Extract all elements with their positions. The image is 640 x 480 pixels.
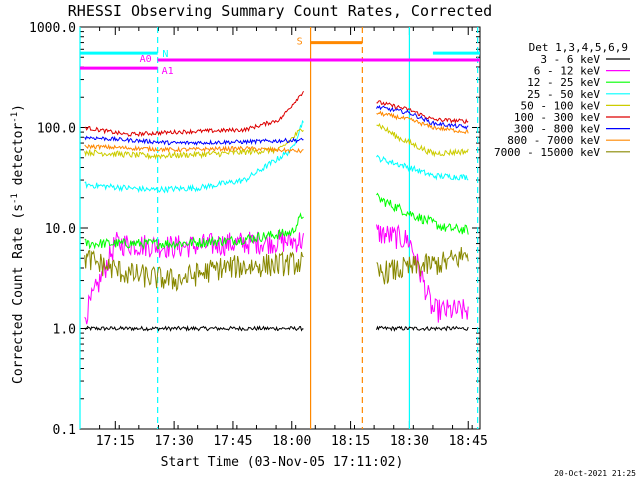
legend-label: 25 - 50 keV: [527, 88, 600, 101]
legend-label: 800 - 7000 keV: [507, 134, 600, 147]
y-axis-label-exp2: -1: [10, 112, 20, 123]
series-line-1-1: [376, 224, 469, 323]
series-7: [84, 110, 469, 154]
footer-timestamp: 20-Oct-2021 21:25: [554, 469, 636, 478]
y-axis-label-mid: detector: [11, 123, 26, 194]
y-tick-label: 100.0: [37, 122, 76, 137]
series-8: [84, 247, 469, 292]
x-tick-label: 17:30: [155, 434, 194, 449]
y-tick-label: 1000.0: [29, 21, 76, 36]
series-line-2-0: [84, 212, 304, 251]
series-line-8-0: [84, 249, 304, 292]
series-3: [84, 119, 469, 194]
series-line-3-0: [84, 119, 304, 194]
series-1: [84, 224, 469, 325]
series-line-6-1: [376, 104, 469, 130]
series-line-4-1: [376, 122, 469, 158]
state-label-s: S: [297, 37, 303, 48]
x-tick-label: 17:45: [213, 434, 252, 449]
x-tick-label: 17:15: [96, 434, 135, 449]
plot-frame: [79, 26, 481, 430]
series-line-5-0: [84, 90, 304, 138]
series-line-6-0: [84, 135, 304, 146]
series-2: [84, 192, 469, 251]
series-0: [84, 325, 469, 332]
series-line-0-0: [84, 325, 304, 332]
series-line-5-1: [376, 100, 469, 124]
x-tick-label: 18:00: [272, 434, 311, 449]
x-tick-labels: 17:15 17:30 17:45 18:00 18:15 18:30 18:45: [96, 434, 488, 449]
x-tick-label: 18:45: [449, 434, 488, 449]
x-tick-label: 18:30: [390, 434, 429, 449]
y-axis-label-end: ): [11, 104, 26, 112]
plot-area: N S A0 A1: [79, 26, 481, 430]
y-tick-labels: 0.1 1.0 10.0 100.0 1000.0: [29, 21, 76, 438]
y-tick-label: 0.1: [53, 423, 76, 438]
series-line-4-0: [84, 128, 304, 160]
series-6: [84, 104, 469, 146]
series-line-3-1: [376, 154, 469, 181]
legend-label: 7000 - 15000 keV: [494, 146, 600, 159]
y-axis-label-main: Corrected Count Rate (s: [11, 204, 26, 384]
x-tick-label: 18:15: [331, 434, 370, 449]
state-label-a0: A0: [140, 54, 152, 65]
series-line-2-1: [376, 192, 469, 235]
legend-label: 3 - 6 keV: [540, 53, 600, 66]
y-axis-label: Corrected Count Rate (s-1 detector-1): [10, 104, 26, 384]
x-axis-label: Start Time (03-Nov-05 17:11:02): [161, 455, 404, 470]
chart-title: RHESSI Observing Summary Count Rates, Co…: [68, 2, 492, 20]
series-line-0-1: [376, 325, 469, 332]
series-line-8-1: [376, 247, 469, 285]
legend-label: 12 - 25 keV: [527, 76, 600, 89]
series-line-7-1: [376, 110, 469, 135]
legend-label: 300 - 800 keV: [514, 123, 600, 136]
series-5: [84, 90, 469, 138]
y-tick-label: 1.0: [53, 323, 76, 338]
state-label-a1: A1: [162, 66, 174, 77]
state-label-n: N: [162, 49, 168, 60]
legend-label: 100 - 300 keV: [514, 111, 600, 124]
legend-label: 50 - 100 keV: [521, 99, 601, 112]
series-4: [84, 122, 469, 160]
series-line-7-0: [84, 143, 304, 154]
legend-label: 6 - 12 keV: [534, 65, 601, 78]
legend-title: Det 1,3,4,5,6,9: [529, 41, 628, 54]
series-line-1-0: [84, 230, 304, 325]
y-axis-label-exp1: -1: [10, 193, 20, 204]
y-tick-label: 10.0: [45, 222, 76, 237]
